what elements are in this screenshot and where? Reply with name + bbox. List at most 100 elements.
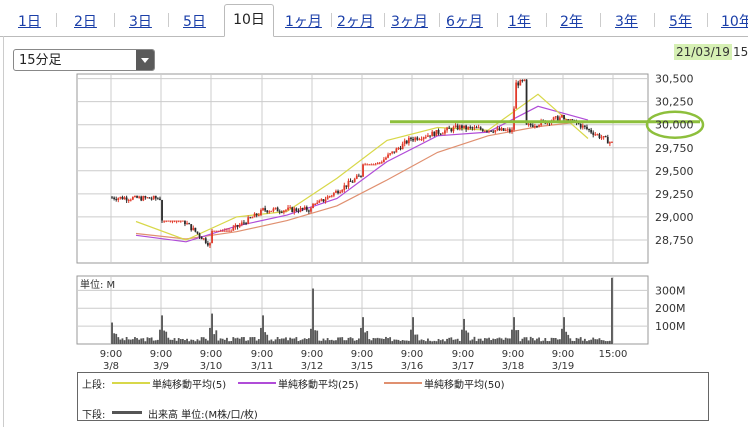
- volume-bar: [395, 339, 398, 344]
- volume-series: [111, 277, 613, 344]
- candle-body: [533, 126, 536, 128]
- volume-bar: [209, 327, 211, 344]
- tab-10[interactable]: 1年: [508, 14, 531, 30]
- volume-bar: [167, 337, 170, 344]
- x-tick-date: 3/10: [200, 361, 222, 372]
- candle-body: [561, 115, 563, 118]
- tab-3[interactable]: 3日: [129, 14, 152, 30]
- volume-bar: [343, 340, 346, 344]
- x-tick-time: 9:00: [552, 349, 574, 360]
- candle-body: [517, 82, 520, 86]
- volume-bar: [305, 339, 308, 344]
- volume-bar: [454, 339, 457, 344]
- volume-bar: [211, 313, 213, 344]
- candle-body: [416, 137, 419, 140]
- candle-body: [397, 148, 400, 150]
- tab-6[interactable]: 1ヶ月: [285, 14, 322, 30]
- volume-bar: [190, 339, 193, 344]
- tab-13[interactable]: 5年: [669, 14, 692, 30]
- tab-9[interactable]: 6ヶ月: [446, 14, 483, 30]
- chart-legend: 上段: 単純移動平均(5) 単純移動平均(25) 単純移動平均(50) 下段: …: [77, 372, 709, 421]
- volume-bar: [513, 317, 515, 344]
- candle-body: [196, 231, 199, 234]
- volume-bar: [223, 339, 226, 344]
- tab-separator: [546, 13, 547, 27]
- tab-14[interactable]: 10年: [721, 14, 748, 30]
- candle-body: [529, 123, 532, 126]
- volume-bar: [477, 338, 480, 344]
- candle-body: [163, 220, 166, 222]
- volume-bar: [527, 340, 530, 344]
- volume-bar: [127, 339, 130, 344]
- volume-bar: [238, 338, 241, 344]
- x-tick-date: 3/18: [502, 361, 524, 372]
- legend-top-label: 上段:: [82, 380, 106, 391]
- volume-bar: [414, 334, 417, 344]
- volume-bar: [194, 341, 197, 344]
- candle-body: [382, 159, 385, 163]
- tab-7[interactable]: 2ヶ月: [337, 14, 374, 30]
- candle-body: [496, 128, 499, 131]
- tab-12[interactable]: 3年: [615, 14, 638, 30]
- candle-body: [360, 175, 362, 177]
- volume-bar: [245, 340, 247, 344]
- interval-select[interactable]: 15分足: [13, 49, 155, 71]
- volume-bar: [328, 340, 331, 344]
- tab-separator: [384, 13, 385, 27]
- candle-body: [407, 137, 410, 144]
- candle-body: [307, 210, 310, 212]
- volume-bar: [115, 333, 118, 344]
- volume-bar: [357, 338, 360, 344]
- price-tick-label: 30,500: [655, 73, 694, 86]
- tab-5[interactable]: 10日: [224, 4, 274, 37]
- candle-body: [439, 133, 442, 135]
- candle-body: [171, 220, 174, 222]
- candle-body: [596, 134, 599, 136]
- volume-bar: [604, 341, 607, 344]
- candle-body: [121, 196, 124, 200]
- volume-bar: [380, 338, 383, 344]
- candle-body: [488, 130, 490, 132]
- volume-bar: [506, 338, 509, 344]
- tab-1[interactable]: 1日: [18, 14, 41, 30]
- volume-bar: [310, 328, 312, 344]
- volume-bar: [253, 337, 256, 344]
- volume-bar: [335, 340, 337, 344]
- tab-11[interactable]: 2年: [560, 14, 583, 30]
- candle-body: [129, 199, 132, 201]
- candle-body: [372, 164, 375, 166]
- candle-body: [515, 82, 518, 109]
- tab-4[interactable]: 5日: [183, 14, 206, 30]
- chevron-down-icon[interactable]: [136, 50, 154, 70]
- candle-body: [303, 207, 306, 210]
- volume-bar: [378, 338, 381, 344]
- volume-bar: [247, 340, 250, 344]
- volume-bar: [119, 339, 122, 344]
- candle-body: [228, 230, 230, 232]
- price-tick-label: 29,000: [655, 211, 694, 224]
- volume-bar: [594, 339, 597, 344]
- candle-body: [238, 224, 241, 227]
- candle-body: [177, 220, 180, 222]
- candle-body: [502, 128, 505, 131]
- candle-body: [320, 199, 323, 201]
- volume-tick-label: 200M: [655, 302, 686, 315]
- candle-body: [424, 136, 427, 138]
- x-tick-date: 3/8: [103, 361, 119, 372]
- candle-body: [123, 197, 126, 200]
- volume-bar: [186, 338, 188, 344]
- candle-body: [230, 230, 233, 232]
- x-tick-date: 3/17: [452, 361, 474, 372]
- tab-separator: [654, 13, 655, 27]
- volume-bar: [181, 338, 184, 344]
- candle-body: [588, 129, 590, 131]
- volume-bar: [266, 334, 269, 344]
- candle-body: [343, 185, 346, 190]
- tab-8[interactable]: 3ヶ月: [391, 14, 428, 30]
- volume-bar: [465, 330, 468, 344]
- volume-bar: [184, 340, 186, 344]
- candle-body: [262, 208, 264, 211]
- tab-2[interactable]: 2日: [74, 14, 97, 30]
- volume-bar: [198, 340, 201, 344]
- candle-body: [399, 148, 402, 150]
